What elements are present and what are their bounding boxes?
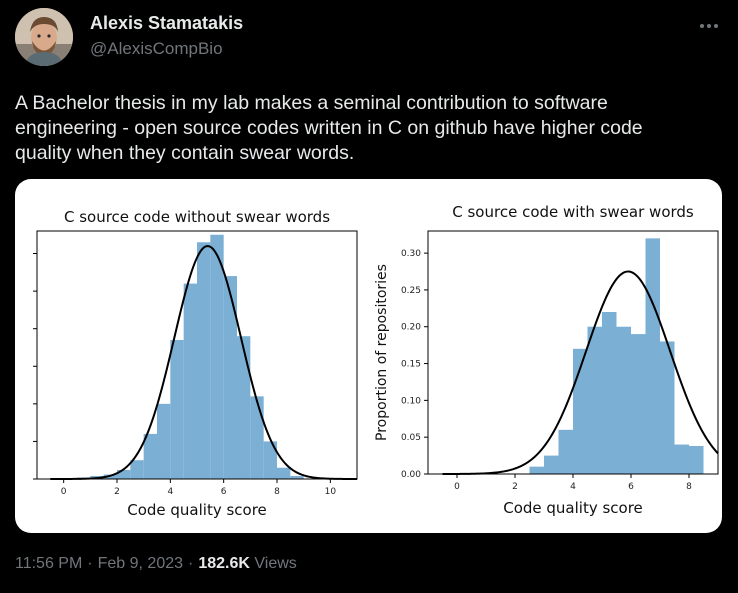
normal-curve (442, 270, 719, 475)
histogram-bar (587, 326, 602, 474)
meta-separator: · (87, 555, 93, 572)
histogram-bar (157, 403, 171, 479)
x-tick-label: 8 (686, 482, 692, 492)
histogram-bar (237, 336, 251, 479)
meta-separator: · (188, 555, 194, 572)
x-tick-label: 4 (570, 482, 576, 492)
y-tick-label: 0.30 (401, 249, 421, 259)
profile-photo (15, 8, 73, 66)
tweet-time[interactable]: 11:56 PM (15, 555, 83, 572)
y-axis-label: Proportion of repositories (374, 264, 390, 441)
histogram-bar (197, 242, 211, 479)
x-tick-label: 8 (274, 487, 280, 497)
author-handle[interactable]: @AlexisCompBio (90, 39, 223, 58)
histogram-bar (290, 475, 304, 479)
avatar[interactable] (15, 8, 73, 66)
normal-curve (50, 245, 357, 480)
histogram-bar (130, 460, 144, 479)
chart-1: 0 2 4 6 8 10 C source code without swear words… (33, 208, 358, 519)
histogram-bar (674, 444, 689, 474)
y-tick-label: 0.25 (401, 286, 421, 296)
y-tick-label: 0.05 (401, 433, 421, 443)
x-tick-label: 2 (512, 482, 518, 492)
histogram-bar (631, 334, 646, 474)
views-count: 182.6K (198, 555, 250, 572)
plot-frame (36, 230, 358, 480)
histogram-bar (210, 234, 224, 479)
x-tick-label: 2 (114, 487, 120, 497)
y-tick-label: 0.10 (401, 396, 421, 406)
histogram-bar (117, 469, 131, 479)
chart-title: C source code with swear words (452, 203, 694, 221)
y-tick-label: 0.20 (401, 323, 421, 333)
histogram-bar (183, 283, 197, 479)
x-tick-label: 4 (167, 487, 173, 497)
tweet-image[interactable]: 0 2 4 6 8 10 C source code without swear words… (15, 179, 722, 533)
histogram-bar (602, 312, 617, 474)
x-tick-label: 10 (325, 487, 337, 497)
tweet-text: A Bachelor thesis in my lab makes a semi… (15, 92, 643, 164)
histogram-figure: 0 2 4 6 8 10 C source code without swear words… (33, 203, 719, 519)
histogram-bar (645, 238, 660, 474)
y-tick-label: 0.15 (401, 360, 421, 370)
tweet-metadata: 11:56 PM · Feb 9, 2023 · 182.6K Views (15, 555, 297, 573)
histogram-bar (250, 396, 264, 479)
author-name[interactable]: Alexis Stamatakis (90, 13, 244, 33)
x-tick-label: 6 (221, 487, 227, 497)
x-axis-label: Code quality score (127, 501, 267, 519)
histogram-bar (223, 276, 237, 479)
histogram-bar (277, 467, 291, 479)
histogram-bar (660, 341, 675, 474)
x-axis-label: Code quality score (503, 499, 643, 517)
chart-title: C source code without swear words (64, 208, 330, 226)
histogram-bar (616, 326, 631, 474)
histogram-bar (544, 455, 559, 474)
x-tick-label: 0 (454, 482, 460, 492)
histogram-bar (529, 466, 544, 474)
more-options-button[interactable] (692, 10, 726, 38)
histogram-bar (170, 339, 184, 479)
tweet-date[interactable]: Feb 9, 2023 (97, 555, 184, 572)
x-tick-label: 0 (61, 487, 67, 497)
histogram-bar (263, 441, 277, 479)
more-horizontal-icon (699, 15, 720, 33)
y-tick-label: 0.00 (401, 470, 421, 480)
histogram-bar (143, 433, 157, 479)
x-tick-label: 6 (628, 482, 634, 492)
chart-2: 0 2 4 6 8 0.00 0.05 0.10 0.15 0.20 0.25 0.30 C sourc… (374, 203, 719, 517)
views-label: Views (254, 555, 297, 572)
histogram-bar (558, 429, 573, 474)
histogram-bar (689, 446, 704, 474)
